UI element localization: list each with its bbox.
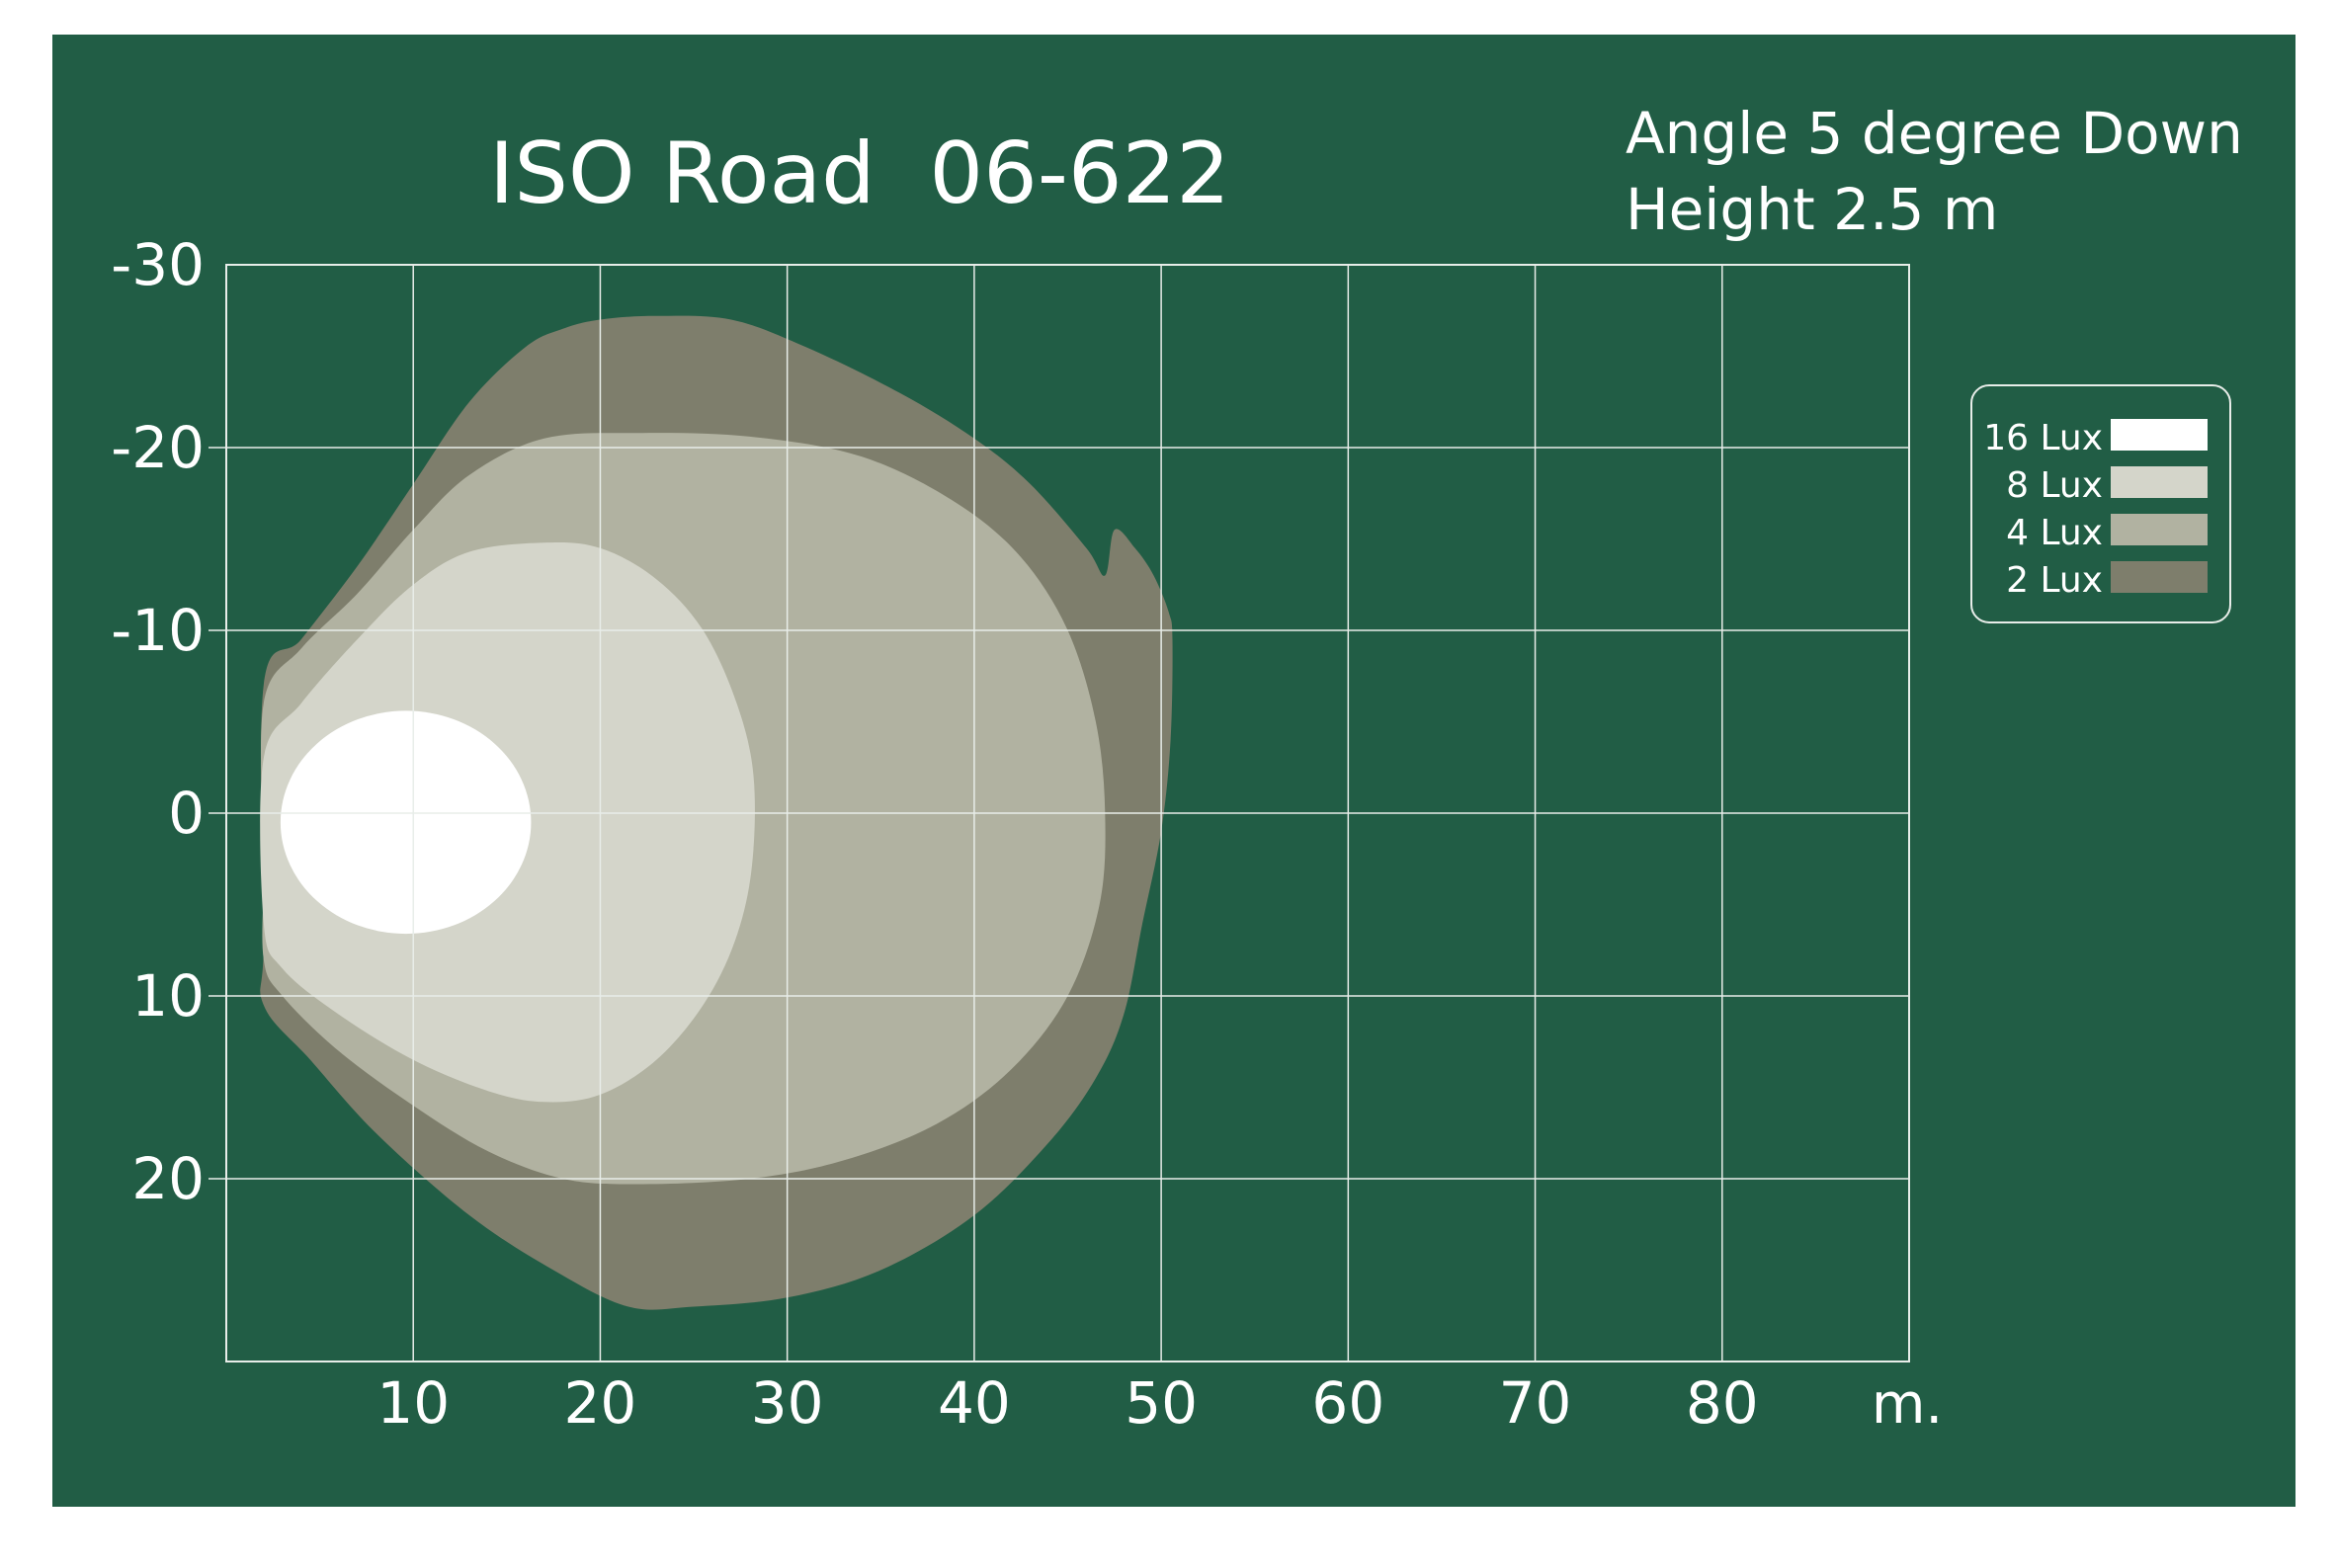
- x-tick-label: 10: [376, 1369, 450, 1437]
- x-tick-label: 20: [564, 1369, 637, 1437]
- x-tick-label: 40: [938, 1369, 1011, 1437]
- legend-frame: [1970, 384, 2231, 623]
- y-tick-label: 10: [131, 962, 205, 1030]
- x-tick-labels: 10 20 30 40 50 60 70 80: [376, 1369, 1758, 1437]
- legend-swatch-2-lux: [2111, 561, 2208, 593]
- contour-16-lux: [280, 710, 532, 935]
- x-tick-label: 70: [1499, 1369, 1572, 1437]
- legend-swatch-8-lux: [2111, 466, 2208, 498]
- y-tick-label: -20: [111, 414, 205, 481]
- y-tick-label: 20: [131, 1145, 205, 1212]
- grid-lines: [209, 264, 1910, 1362]
- x-tick-label: 60: [1311, 1369, 1384, 1437]
- legend-swatch-4-lux: [2111, 514, 2208, 545]
- legend: 16 Lux 8 Lux 4 Lux 2 Lux: [1970, 384, 2231, 623]
- legend-label-4-lux: 4 Lux: [2006, 513, 2103, 553]
- legend-label-8-lux: 8 Lux: [2006, 465, 2103, 506]
- height-label: Height 2.5 m: [1626, 176, 1998, 243]
- x-tick-label: 30: [751, 1369, 824, 1437]
- y-tick-label: 0: [168, 780, 205, 847]
- y-tick-label: -30: [111, 231, 205, 298]
- x-unit-label: m.: [1872, 1372, 1943, 1437]
- legend-label-2-lux: 2 Lux: [2006, 560, 2103, 601]
- x-tick-label: 80: [1686, 1369, 1759, 1437]
- y-tick-labels: -30 -20 -10 0 10 20: [111, 231, 205, 1212]
- legend-label-16-lux: 16 Lux: [1983, 418, 2103, 458]
- chart-title: ISO Road 06-622: [489, 124, 1230, 223]
- legend-swatch-16-lux: [2111, 419, 2208, 451]
- y-tick-label: -10: [111, 597, 205, 664]
- x-tick-label: 50: [1125, 1369, 1198, 1437]
- angle-label: Angle 5 degree Down: [1626, 100, 2243, 167]
